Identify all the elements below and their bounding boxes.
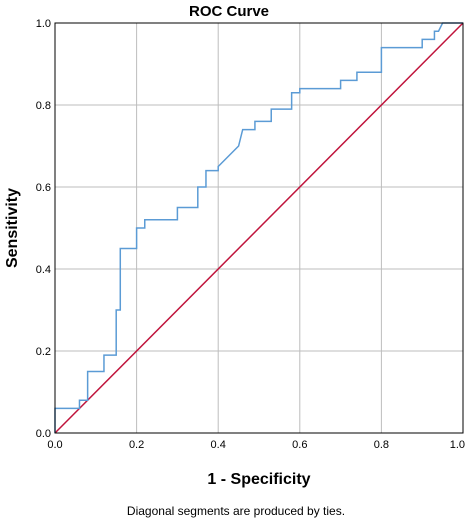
y-tick-label: 0.8 [36, 100, 51, 112]
plot-frame [54, 22, 464, 434]
x-tick-label: 0.6 [292, 439, 307, 451]
x-tick-label: 0.0 [47, 439, 62, 451]
chart-footnote: Diagonal segments are produced by ties. [127, 504, 345, 518]
chart-title: ROC Curve [189, 3, 269, 20]
y-axis-title: Sensitivity [4, 188, 21, 268]
y-tick-label: 0.2 [36, 346, 51, 358]
tick-labels: 0.0 0.2 0.4 0.6 0.8 1.0 0.0 0.2 0.4 0.6 0.8 1.0 [36, 18, 465, 451]
y-tick-label: 0.6 [36, 182, 51, 194]
reference-diagonal-line [54, 22, 464, 434]
y-tick-label: 0.4 [36, 264, 51, 276]
y-tick-label: 1.0 [36, 18, 51, 30]
x-tick-label: 0.2 [129, 439, 144, 451]
x-axis-title: 1 - Specificity [207, 471, 310, 488]
x-tick-label: 1.0 [450, 439, 465, 451]
x-tick-label: 0.4 [211, 439, 226, 451]
y-tick-label: 0.0 [36, 428, 51, 440]
x-tick-label: 0.8 [374, 439, 389, 451]
roc-curve-line [54, 22, 463, 433]
plot-series [54, 22, 464, 434]
